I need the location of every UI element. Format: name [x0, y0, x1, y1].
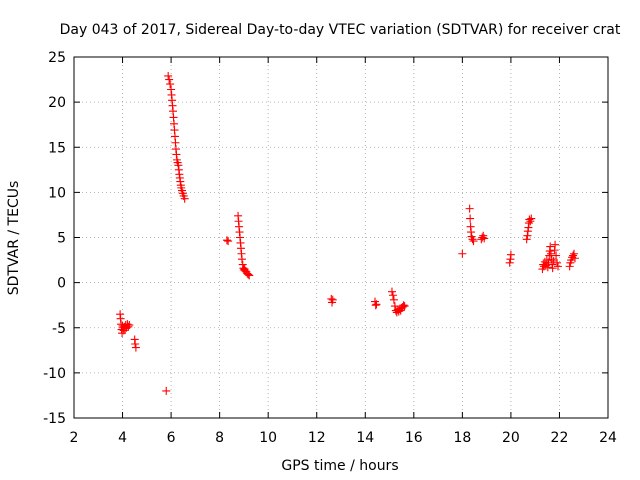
data-point	[180, 194, 189, 203]
x-tick-label: 6	[167, 430, 176, 446]
data-point	[458, 249, 467, 258]
data-point	[525, 215, 534, 224]
data-point	[527, 214, 536, 223]
data-point	[552, 251, 561, 260]
data-point	[522, 235, 531, 244]
y-tick-label: 20	[48, 95, 66, 111]
data-point	[224, 237, 233, 246]
x-tick-label: 10	[259, 430, 277, 446]
y-tick-label: -15	[43, 411, 66, 427]
data-point	[465, 204, 474, 213]
data-point	[372, 300, 381, 309]
data-point	[399, 301, 408, 310]
data-point	[387, 287, 396, 296]
data-point	[162, 386, 171, 395]
data-point	[551, 240, 560, 249]
x-tick-label: 8	[215, 430, 224, 446]
data-point	[237, 255, 246, 264]
grid-lines	[74, 57, 608, 418]
data-point	[553, 262, 562, 271]
data-point	[245, 271, 254, 280]
x-axis-label: GPS time / hours	[281, 458, 398, 474]
data-point	[466, 214, 475, 223]
x-tick-label: 16	[405, 430, 423, 446]
data-point	[238, 260, 247, 269]
x-tick-label: 18	[453, 430, 471, 446]
data-point	[389, 295, 398, 304]
data-point	[131, 343, 140, 352]
x-tick-label: 2	[70, 430, 79, 446]
data-point	[549, 256, 558, 265]
data-point	[546, 242, 555, 251]
data-point	[543, 263, 552, 272]
data-point	[124, 322, 133, 331]
y-tick-label: 25	[48, 50, 66, 66]
data-point	[388, 291, 397, 300]
data-point	[505, 258, 514, 267]
data-point	[480, 234, 489, 243]
data-point	[570, 249, 579, 258]
y-tick-label: -5	[52, 321, 66, 337]
data-point	[506, 250, 515, 259]
data-point	[548, 264, 557, 273]
data-point	[164, 71, 173, 80]
y-tick-label: 15	[48, 140, 66, 156]
data-point	[468, 235, 477, 244]
data-point	[398, 302, 407, 311]
data-point	[371, 301, 380, 310]
data-points	[116, 71, 579, 395]
x-tick-label: 22	[551, 430, 569, 446]
x-tick-label: 14	[356, 430, 374, 446]
data-point	[553, 258, 562, 267]
data-point	[328, 295, 337, 304]
data-point	[546, 249, 555, 258]
data-point	[165, 75, 174, 84]
data-point	[400, 302, 409, 311]
data-point	[166, 80, 175, 89]
data-point	[222, 236, 231, 245]
data-point	[244, 270, 253, 279]
data-point	[570, 254, 579, 263]
y-axis-label: SDTVAR / TECUs	[6, 181, 22, 296]
x-tick-label: 12	[308, 430, 326, 446]
chart-title: Day 043 of 2017, Sidereal Day-to-day VTE…	[60, 22, 621, 38]
y-tick-label: 0	[57, 276, 66, 292]
x-tick-label: 4	[118, 430, 127, 446]
y-tick-label: 5	[57, 231, 66, 247]
data-point	[125, 321, 134, 330]
data-point	[131, 339, 140, 348]
data-point	[469, 237, 478, 246]
data-point	[243, 269, 252, 278]
y-tick-label: 10	[48, 185, 66, 201]
data-point	[540, 257, 549, 266]
data-point	[478, 233, 487, 242]
data-point	[327, 294, 336, 303]
data-point	[539, 262, 548, 271]
data-point	[565, 262, 574, 271]
x-tick-label: 24	[599, 430, 617, 446]
x-tick-label: 20	[502, 430, 520, 446]
data-point	[120, 324, 129, 333]
y-tick-label: -10	[43, 366, 66, 382]
